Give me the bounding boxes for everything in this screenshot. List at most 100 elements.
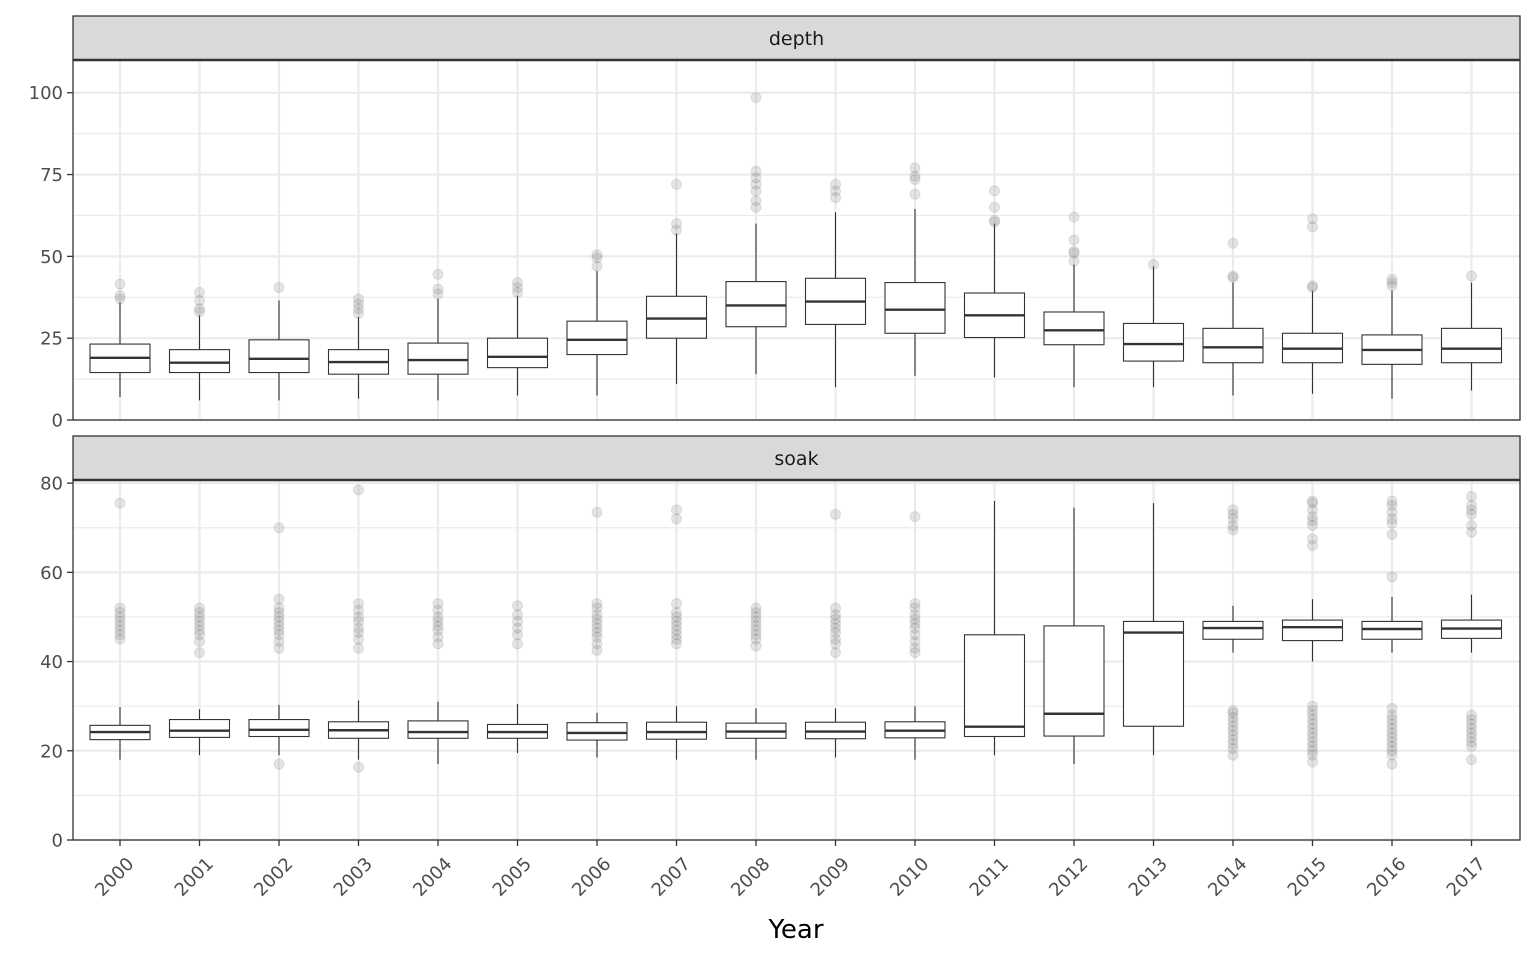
y-tick-label: 100 <box>29 83 63 104</box>
outlier-point <box>194 615 205 627</box>
outlier-point <box>1227 508 1239 520</box>
outlier-point <box>1307 749 1318 761</box>
x-tick-label: 2013 <box>1125 854 1172 901</box>
outlier-point <box>114 602 126 614</box>
outlier-point <box>273 620 285 632</box>
outlier-point <box>353 761 364 773</box>
outlier-point <box>591 602 603 614</box>
x-tick-label: 2009 <box>807 854 854 901</box>
outlier-point <box>512 622 523 634</box>
box-iqr <box>168 349 231 374</box>
outlier-point <box>671 218 682 230</box>
outlier-point <box>830 191 841 203</box>
outlier-point <box>194 647 205 659</box>
box-depth-2010 <box>884 162 946 376</box>
outlier-point <box>909 162 921 174</box>
outlier-point <box>591 598 603 610</box>
outlier-point <box>1307 727 1318 739</box>
x-tick-label: 2017 <box>1443 854 1490 901</box>
outlier-point <box>1386 280 1398 292</box>
outlier-point <box>750 178 762 190</box>
outlier-point <box>1068 211 1080 223</box>
outlier-point <box>512 609 523 621</box>
outlier-point <box>750 606 762 618</box>
outlier-point <box>671 178 682 190</box>
outlier-point <box>1386 736 1398 748</box>
outlier-point <box>1386 745 1398 757</box>
outlier-point <box>1068 255 1080 267</box>
box-soak-2017 <box>1440 491 1503 766</box>
panels: depth 0 25 50 75 100 soak 0 20 40 60 80 <box>29 15 1521 852</box>
outlier-point <box>432 268 444 280</box>
box-iqr <box>645 295 708 339</box>
x-tick-label: 2001 <box>171 854 218 901</box>
outlier-point <box>114 278 126 290</box>
outlier-point <box>1386 749 1398 761</box>
outlier-point <box>273 602 285 614</box>
box-iqr <box>566 320 628 356</box>
outlier-point <box>830 633 841 645</box>
box-depth-2005 <box>486 277 549 396</box>
outlier-point <box>1307 540 1318 552</box>
outlier-point <box>432 604 444 616</box>
outlier-point <box>750 620 762 632</box>
outlier-point <box>830 627 841 639</box>
outlier-point <box>1307 520 1318 532</box>
outlier-point <box>830 609 841 621</box>
outlier-point <box>432 288 444 300</box>
outlier-point <box>1227 725 1239 737</box>
outlier-point <box>273 758 285 770</box>
outlier-point <box>353 604 364 616</box>
box-soak-2010 <box>884 511 946 760</box>
outlier-point <box>432 624 444 636</box>
outlier-point <box>750 165 762 177</box>
box-depth-2011 <box>963 185 1026 378</box>
outlier-point <box>1307 533 1318 545</box>
outlier-point <box>273 593 285 605</box>
outlier-point <box>591 260 603 272</box>
outlier-point <box>1227 729 1239 741</box>
outlier-point <box>671 606 682 618</box>
outlier-point <box>1466 736 1477 748</box>
box-iqr <box>884 281 946 334</box>
box-iqr <box>1202 620 1264 640</box>
outlier-point <box>830 508 841 520</box>
outlier-point <box>1466 504 1477 516</box>
outlier-point <box>1386 758 1398 770</box>
outlier-point <box>114 290 126 302</box>
outlier-point <box>194 602 205 614</box>
outlier-point <box>1466 731 1477 743</box>
box-soak-2002 <box>248 522 310 770</box>
outlier-point <box>273 635 285 647</box>
outlier-point <box>1307 705 1318 717</box>
box-iqr <box>1043 625 1105 737</box>
outlier-point <box>909 647 921 659</box>
box-iqr <box>407 342 469 375</box>
outlier-point <box>432 615 444 627</box>
box-iqr <box>1440 327 1503 364</box>
outlier-point <box>591 249 603 261</box>
outlier-point <box>591 252 603 264</box>
outlier-point <box>1307 213 1318 225</box>
outlier-point <box>114 620 126 632</box>
x-tick-label: 2015 <box>1284 854 1331 901</box>
outlier-point <box>1307 511 1318 523</box>
outlier-point <box>194 606 205 618</box>
box-iqr <box>725 281 787 328</box>
outlier-point <box>830 602 841 614</box>
outlier-point <box>1227 738 1239 750</box>
outlier-point <box>671 638 682 650</box>
outlier-point <box>114 606 126 618</box>
outlier-point <box>1227 237 1239 249</box>
outlier-point <box>194 629 205 641</box>
x-tick-label: 2003 <box>330 854 377 901</box>
outlier-point <box>909 173 921 185</box>
box-iqr <box>248 339 310 374</box>
box-depth-2003 <box>327 293 390 399</box>
outlier-point <box>432 631 444 643</box>
outlier-point <box>830 647 841 659</box>
outlier-point <box>671 224 682 236</box>
outlier-point <box>1227 711 1239 723</box>
outlier-point <box>114 629 126 641</box>
